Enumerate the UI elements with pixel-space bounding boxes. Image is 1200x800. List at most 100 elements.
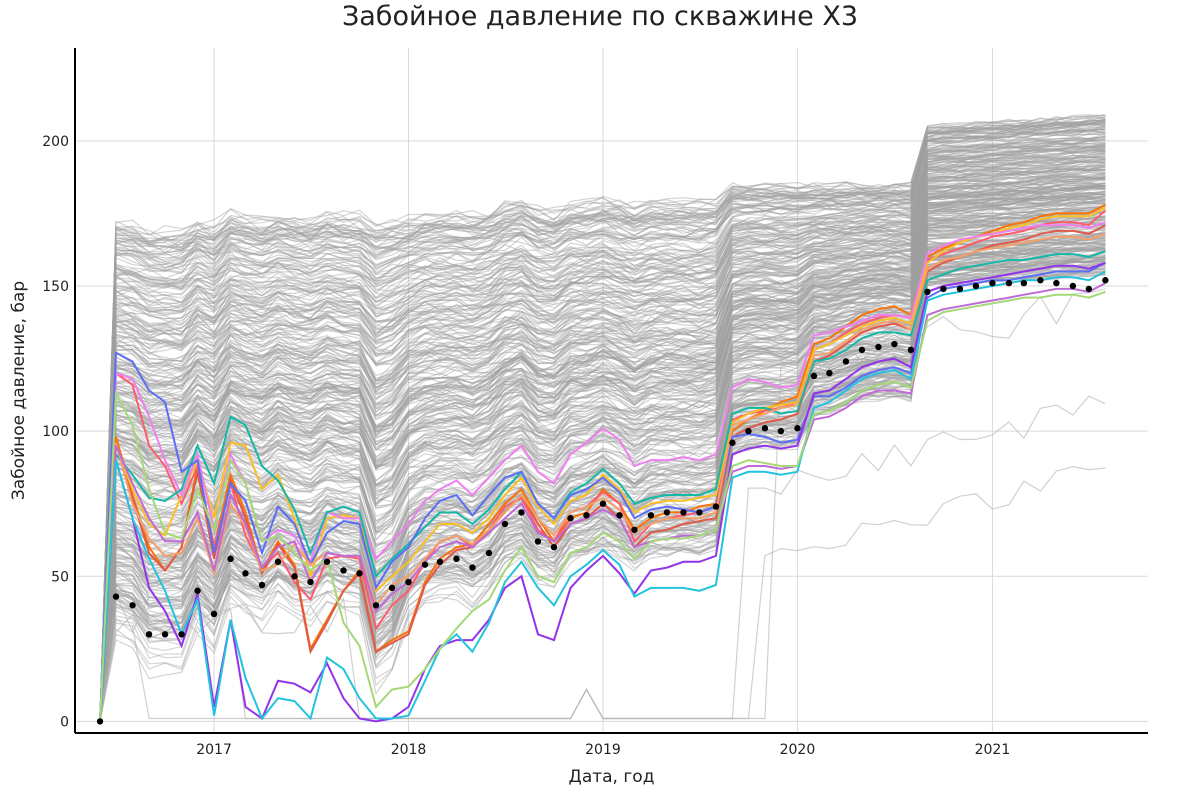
ensemble-line: [99, 202, 1106, 722]
series-line: [99, 206, 1106, 722]
ensemble-line: [99, 197, 1106, 722]
ensemble-line: [99, 133, 1106, 722]
ensemble-line: [99, 124, 1106, 722]
observed-point: [794, 425, 801, 432]
ensemble-line: [99, 211, 1106, 722]
ensemble-line: [99, 145, 1106, 722]
observed-point: [194, 587, 201, 594]
observed-point: [891, 340, 898, 348]
ensemble-line: [99, 205, 1106, 722]
ensemble-line: [99, 166, 1106, 722]
observed-point: [1085, 285, 1093, 293]
observed-point: [599, 500, 607, 507]
observed-point: [534, 538, 542, 545]
ensemble-line: [99, 162, 1106, 722]
ensemble-line: [99, 119, 1106, 722]
ensemble-line: [99, 221, 1106, 722]
ensemble-line: [99, 227, 1106, 722]
ensemble-line: [99, 119, 1106, 722]
ensemble-line: [99, 206, 1106, 722]
ensemble-line: [99, 123, 1106, 722]
observed-point: [227, 555, 234, 563]
ensemble-line: [99, 125, 1106, 722]
ensemble-line: [99, 207, 1106, 722]
observed-point: [583, 512, 590, 519]
ensemble-line: [99, 155, 1106, 722]
ensemble-line: [99, 185, 1106, 722]
observed-point: [940, 285, 947, 293]
observed-point: [485, 549, 493, 557]
ensemble-line: [99, 138, 1106, 722]
ensemble-line: [99, 186, 1106, 722]
ensemble-line: [99, 190, 1106, 722]
ensemble-line: [99, 268, 1106, 722]
observed-point: [356, 570, 363, 577]
ensemble-line: [99, 257, 1106, 722]
ensemble-line: [99, 256, 1106, 722]
observed-point: [1005, 279, 1013, 287]
ensemble-line: [99, 215, 1106, 722]
ensemble-line: [99, 130, 1106, 722]
ensemble-line: [99, 188, 1106, 722]
observed-point: [405, 578, 412, 586]
ensemble-line: [99, 161, 1106, 722]
ensemble-line: [99, 151, 1106, 722]
ensemble-line: [99, 158, 1106, 722]
ensemble-line: [99, 232, 1106, 722]
ensemble-line: [99, 258, 1106, 722]
ensemble-line: [99, 187, 1106, 722]
ensemble-line: [99, 175, 1106, 722]
ensemble-line: [99, 200, 1106, 722]
ensemble-line: [99, 199, 1106, 722]
ensemble-line: [99, 201, 1106, 722]
ensemble-line: [99, 185, 1106, 722]
ensemble-line: [99, 161, 1106, 722]
observed-point: [777, 427, 785, 435]
ensemble-line: [99, 273, 1106, 722]
ensemble-line: [99, 184, 1106, 722]
ensemble-line: [99, 118, 1106, 722]
observed-point: [307, 578, 314, 586]
ensemble-line: [99, 193, 1106, 722]
ensemble-line: [99, 119, 1106, 722]
ensemble-line: [99, 232, 1106, 722]
ensemble-line: [99, 145, 1106, 722]
ensemble-line: [99, 225, 1106, 722]
observed-point: [421, 561, 429, 568]
ensemble-line: [99, 156, 1106, 722]
observed-points: [96, 277, 1109, 725]
x-tick-label: 2018: [391, 742, 427, 758]
ensemble-line: [99, 191, 1106, 722]
observed-point: [469, 564, 476, 571]
observed-point: [956, 285, 964, 293]
ensemble-line: [99, 209, 1106, 722]
ensemble-line: [99, 115, 1106, 722]
ensemble-line: [99, 222, 1106, 722]
ensemble-line: [99, 142, 1106, 722]
ensemble-line: [99, 177, 1106, 722]
ensemble-line: [99, 131, 1106, 722]
ensemble-line: [99, 256, 1106, 722]
ensemble-line: [99, 258, 1106, 722]
ensemble-line: [99, 163, 1106, 722]
observed-point: [388, 584, 396, 592]
ensemble-line: [99, 177, 1106, 722]
observed-point: [989, 279, 996, 287]
ensemble-line: [99, 270, 1106, 722]
ensemble-line: [99, 192, 1106, 722]
observed-point: [436, 558, 444, 565]
observed-point: [242, 570, 249, 577]
ensemble-line: [99, 230, 1106, 722]
ensemble-line: [99, 137, 1106, 722]
ensemble-line: [99, 211, 1106, 722]
axes: [74, 48, 1148, 734]
ensemble-line: [99, 202, 1106, 722]
ensemble-line: [99, 135, 1106, 722]
ensemble-line: [99, 215, 1106, 722]
ensemble-line: [99, 190, 1106, 722]
ensemble-line: [99, 122, 1106, 722]
ensemble-line: [99, 160, 1106, 722]
ensemble-line: [99, 176, 1106, 722]
ensemble-line: [99, 186, 1106, 722]
x-tick-label: 2017: [196, 742, 232, 758]
